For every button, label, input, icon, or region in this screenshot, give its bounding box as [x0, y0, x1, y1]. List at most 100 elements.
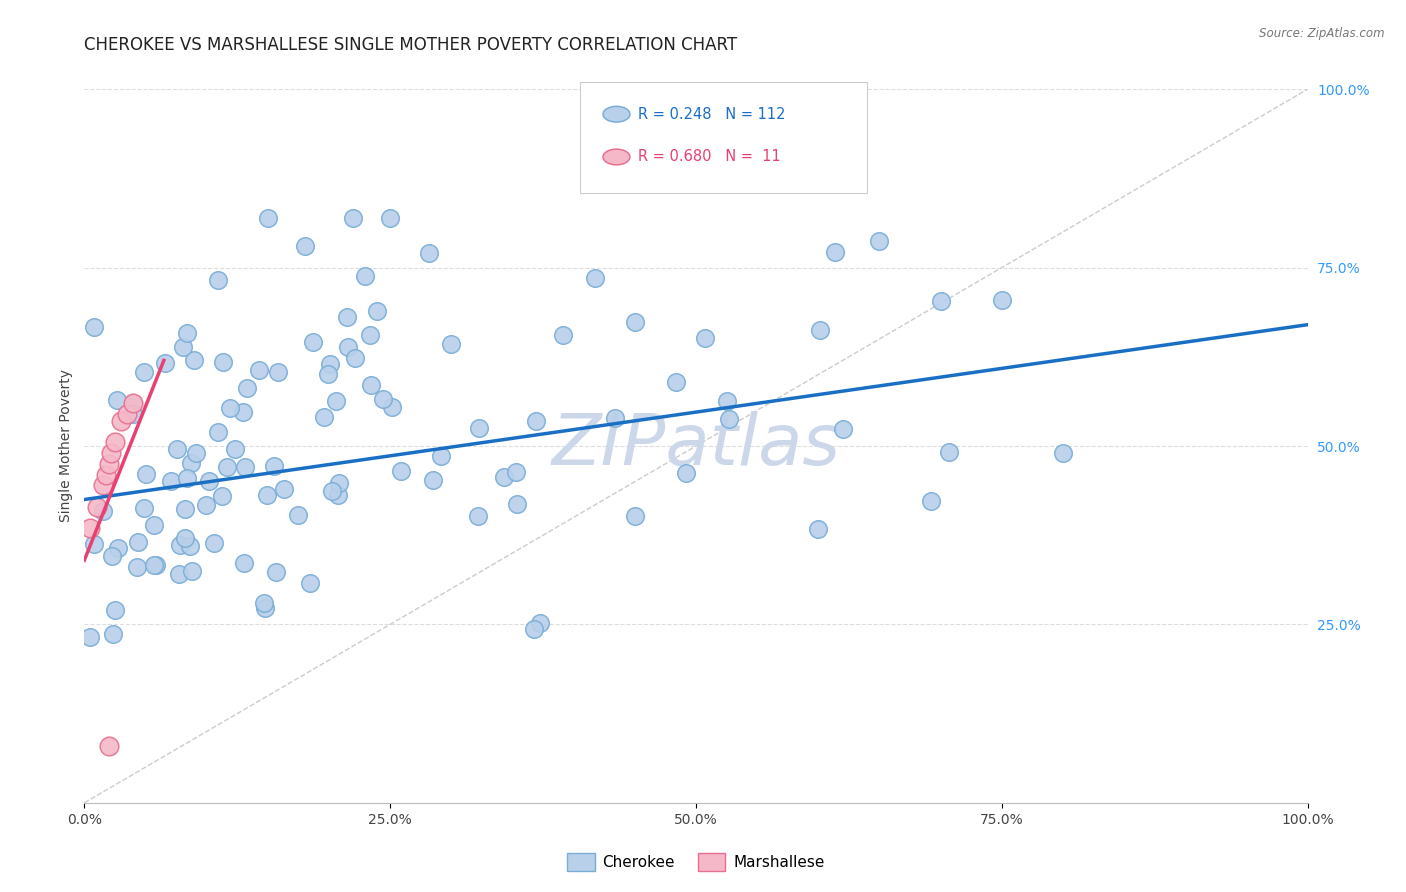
Point — [328, 476, 350, 491]
Point — [418, 245, 440, 260]
Text: CHEROKEE VS MARSHALLESE SINGLE MOTHER POVERTY CORRELATION CHART: CHEROKEE VS MARSHALLESE SINGLE MOTHER PO… — [84, 36, 738, 54]
Point — [173, 532, 195, 546]
Point — [467, 509, 489, 524]
Point — [101, 549, 124, 563]
Point — [929, 293, 952, 308]
Point — [389, 464, 412, 478]
Point — [253, 601, 276, 615]
Point — [97, 457, 120, 471]
Point — [335, 310, 357, 325]
Point — [523, 622, 546, 636]
Point — [342, 211, 364, 225]
Point — [440, 336, 463, 351]
Point — [253, 596, 276, 610]
Point — [125, 559, 148, 574]
Point — [665, 376, 688, 390]
Point — [104, 435, 127, 450]
Point — [207, 425, 229, 440]
Point — [83, 319, 105, 334]
Point — [360, 378, 382, 392]
Point — [273, 482, 295, 496]
Point — [381, 400, 404, 414]
Point — [695, 331, 717, 345]
Y-axis label: Single Mother Poverty: Single Mother Poverty — [59, 369, 73, 523]
Point — [336, 340, 359, 354]
Point — [371, 392, 394, 406]
Point — [831, 422, 853, 436]
Point — [211, 489, 233, 503]
Point — [79, 521, 101, 535]
Text: ZIPatlas: ZIPatlas — [551, 411, 841, 481]
Point — [180, 564, 202, 578]
Point — [180, 456, 202, 470]
Point — [166, 442, 188, 457]
Point — [91, 504, 114, 518]
Point — [167, 567, 190, 582]
Point — [236, 381, 259, 395]
Point — [207, 273, 229, 287]
Point — [718, 412, 741, 426]
Point — [176, 471, 198, 485]
Point — [325, 394, 347, 409]
Point — [104, 603, 127, 617]
Point — [343, 351, 366, 365]
Point — [506, 497, 529, 511]
Text: Source: ZipAtlas.com: Source: ZipAtlas.com — [1260, 27, 1385, 40]
Point — [298, 575, 321, 590]
Point — [422, 473, 444, 487]
Point — [326, 487, 349, 501]
Point — [624, 315, 647, 329]
Point — [145, 558, 167, 572]
Point — [264, 565, 287, 579]
Point — [217, 459, 239, 474]
Point — [86, 500, 108, 514]
Point — [135, 467, 157, 481]
Point — [430, 449, 453, 463]
Point — [121, 407, 143, 421]
Point — [127, 534, 149, 549]
Point — [869, 234, 891, 248]
Point — [233, 557, 256, 571]
Point — [302, 334, 325, 349]
Point — [172, 340, 194, 354]
Point — [97, 739, 120, 753]
Circle shape — [603, 106, 630, 122]
Point — [232, 405, 254, 419]
Point — [212, 355, 235, 369]
Point — [294, 239, 316, 253]
Point — [224, 442, 246, 456]
Point — [132, 501, 155, 516]
Point — [312, 410, 335, 425]
Point — [623, 508, 645, 523]
Point — [122, 396, 145, 410]
Point — [96, 467, 118, 482]
Point — [353, 268, 375, 283]
Point — [380, 211, 402, 225]
Point — [319, 357, 342, 371]
Point — [179, 539, 201, 553]
Point — [263, 458, 285, 473]
Point — [551, 328, 574, 343]
Point — [143, 517, 166, 532]
Text: R = 0.680   N =  11: R = 0.680 N = 11 — [638, 150, 782, 164]
Point — [529, 615, 551, 630]
Point — [183, 352, 205, 367]
Point — [107, 541, 129, 555]
Point — [366, 304, 388, 318]
Point — [807, 522, 830, 536]
Point — [143, 558, 166, 573]
Point — [267, 365, 290, 379]
Point — [675, 467, 697, 481]
Point — [173, 502, 195, 516]
Point — [824, 244, 846, 259]
Point — [1052, 446, 1074, 460]
Point — [583, 271, 606, 285]
Point — [155, 356, 177, 370]
Point — [920, 494, 942, 508]
Point — [219, 401, 242, 415]
Legend: Cherokee, Marshallese: Cherokee, Marshallese — [561, 847, 831, 877]
Point — [808, 322, 831, 336]
Point — [321, 483, 343, 498]
Point — [359, 327, 381, 342]
Point — [202, 535, 225, 549]
